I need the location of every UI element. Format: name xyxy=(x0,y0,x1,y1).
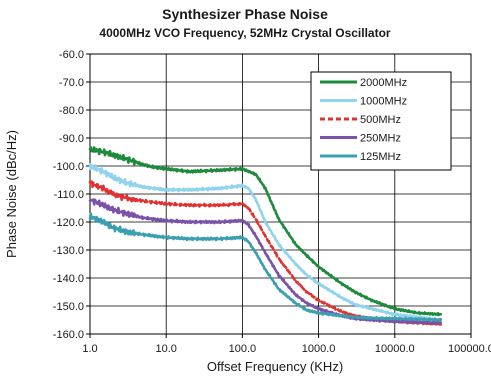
x-tick-label: 100000.0 xyxy=(448,343,491,355)
legend: 2000MHz 1000MHz 500MHz 250MHz 125MHz xyxy=(310,71,452,171)
y-tick-labels: -60.0 -70.0 -80.0 -90.0 -100.0 -110.0 -120.0 -1… xyxy=(53,49,84,341)
series-line-2000mhz xyxy=(88,146,442,317)
y-tick-label: -160.0 xyxy=(53,329,84,341)
series-line-1000mhz xyxy=(88,162,442,322)
series-lines xyxy=(88,146,442,327)
legend-label: 1000MHz xyxy=(360,96,407,108)
y-tick-label: -120.0 xyxy=(53,217,84,229)
series-line-125mhz xyxy=(88,212,442,323)
x-tick-label: 10.0 xyxy=(155,343,176,355)
y-tick-label: -150.0 xyxy=(53,301,84,313)
chart-title: Synthesizer Phase Noise xyxy=(162,6,328,22)
x-tick-label: 10000.0 xyxy=(375,343,415,355)
series-line-250mhz xyxy=(88,198,442,325)
legend-label: 2000MHz xyxy=(360,77,407,89)
legend-label: 125MHz xyxy=(360,151,401,163)
x-axis-label: Offset Frequency (KHz) xyxy=(207,359,343,374)
y-tick-label: -110.0 xyxy=(54,189,84,201)
y-tick-label: -90.0 xyxy=(59,133,84,145)
y-axis-label: Phase Noise (dBc/Hz) xyxy=(4,130,19,258)
x-tick-label: 1.0 xyxy=(82,343,97,355)
y-tick-label: -60.0 xyxy=(59,49,84,61)
y-tick-label: -140.0 xyxy=(53,273,84,285)
legend-box xyxy=(310,71,452,171)
y-tick-label: -80.0 xyxy=(59,105,84,117)
y-tick-label: -100.0 xyxy=(53,161,84,173)
x-tick-label: 1000.0 xyxy=(302,343,336,355)
x-tick-labels: 1.0 10.0 100.0 1000.0 10000.0 100000.0 xyxy=(82,343,491,355)
chart-subtitle: 4000MHz VCO Frequency, 52MHz Crystal Osc… xyxy=(99,26,391,40)
y-tick-label: -130.0 xyxy=(53,245,84,257)
y-tick-label: -70.0 xyxy=(59,77,84,89)
x-tick-label: 100.0 xyxy=(229,343,257,355)
legend-label: 500MHz xyxy=(360,114,401,126)
legend-label: 250MHz xyxy=(360,133,401,145)
